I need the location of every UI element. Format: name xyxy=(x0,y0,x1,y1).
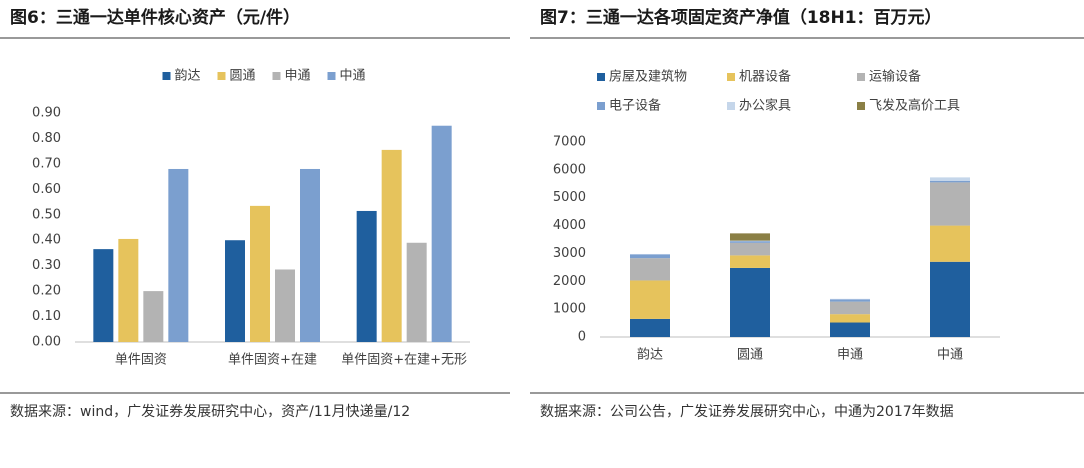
legend-swatch xyxy=(217,72,226,80)
chart-title: 图7：三通一达各项固定资产净值（18H1：百万元） xyxy=(540,7,942,28)
bar-segment xyxy=(730,240,770,242)
x-tick-label: 单件固资+在建+无形 xyxy=(341,353,467,368)
bar-segment xyxy=(930,261,970,337)
y-tick-label: 0 xyxy=(578,330,586,345)
legend-label: 电子设备 xyxy=(609,98,661,114)
bar xyxy=(406,242,427,342)
bar-segment xyxy=(830,301,870,315)
x-tick-label: 圆通 xyxy=(737,348,763,363)
bar xyxy=(225,240,245,342)
y-tick-label: 0.80 xyxy=(32,131,61,146)
bar-segment xyxy=(830,298,870,300)
legend-label: 房屋及建筑物 xyxy=(609,69,687,85)
bar-segment xyxy=(630,253,670,255)
bar-segment xyxy=(630,318,670,337)
legend-swatch xyxy=(327,72,336,80)
y-tick-label: 0.40 xyxy=(32,233,61,248)
x-tick-label: 单件固资 xyxy=(115,353,167,368)
y-tick-label: 6000 xyxy=(553,162,586,177)
y-tick-label: 0.20 xyxy=(32,284,61,299)
legend-label: 韵达 xyxy=(175,69,201,84)
chart-title: 图6：三通一达单件核心资产（元/件） xyxy=(10,7,300,28)
x-tick-label: 中通 xyxy=(937,348,963,363)
bar-segment xyxy=(830,299,870,302)
bar xyxy=(381,149,402,342)
bar-segment xyxy=(930,182,970,226)
bar-segment xyxy=(630,258,670,281)
legend-swatch xyxy=(857,102,865,110)
bar-segment xyxy=(730,242,770,256)
source-note: 数据来源：公司公告，广发证券发展研究中心，中通为2017年数据 xyxy=(540,404,954,420)
bar-segment xyxy=(930,177,970,181)
bar xyxy=(168,168,189,342)
y-tick-label: 0.10 xyxy=(32,309,61,324)
bar-segment xyxy=(730,241,770,243)
bar xyxy=(300,168,320,342)
bar xyxy=(250,205,270,342)
legend-swatch xyxy=(597,73,605,81)
y-tick-label: 5000 xyxy=(553,190,586,205)
x-tick-label: 单件固资+在建 xyxy=(228,353,317,368)
y-tick-label: 0.30 xyxy=(32,258,61,273)
y-tick-label: 0.50 xyxy=(32,207,61,222)
y-tick-label: 0.00 xyxy=(32,335,61,350)
legend-swatch xyxy=(857,73,865,81)
bar xyxy=(143,291,164,342)
legend-swatch xyxy=(727,102,735,110)
legend-label: 圆通 xyxy=(230,69,256,84)
bar-segment xyxy=(630,254,670,259)
legend-swatch xyxy=(162,72,171,80)
legend-label: 机器设备 xyxy=(739,69,791,85)
bar-segment xyxy=(630,280,670,319)
y-tick-label: 1000 xyxy=(553,302,586,317)
bar-segment xyxy=(730,267,770,337)
bar-segment xyxy=(730,233,770,241)
legend-label: 飞发及高价工具 xyxy=(869,98,960,114)
bar-segment xyxy=(830,314,870,323)
legend-swatch xyxy=(272,72,281,80)
bar-segment xyxy=(930,181,970,183)
legend-label: 申通 xyxy=(285,69,311,84)
bar xyxy=(431,125,452,342)
y-tick-label: 2000 xyxy=(553,274,586,289)
y-tick-label: 7000 xyxy=(553,135,586,150)
x-tick-label: 韵达 xyxy=(637,348,663,363)
legend-label: 运输设备 xyxy=(869,69,921,85)
bar xyxy=(118,238,139,342)
legend-swatch xyxy=(597,102,605,110)
source-note: 数据来源：wind，广发证券发展研究中心，资产/11月快递量/12 xyxy=(10,404,410,420)
legend-label: 中通 xyxy=(340,69,366,84)
legend-label: 办公家具 xyxy=(739,98,791,114)
y-tick-label: 0.60 xyxy=(32,182,61,197)
y-tick-label: 0.70 xyxy=(32,156,61,171)
y-tick-label: 4000 xyxy=(553,218,586,233)
bar xyxy=(356,210,377,342)
bar xyxy=(275,269,295,342)
bar-segment xyxy=(830,322,870,337)
y-tick-label: 3000 xyxy=(553,246,586,261)
x-tick-label: 申通 xyxy=(837,348,863,363)
bar xyxy=(93,249,114,342)
legend-swatch xyxy=(727,73,735,81)
y-tick-label: 0.90 xyxy=(32,106,61,121)
bar-segment xyxy=(930,225,970,262)
bar-segment xyxy=(730,255,770,268)
